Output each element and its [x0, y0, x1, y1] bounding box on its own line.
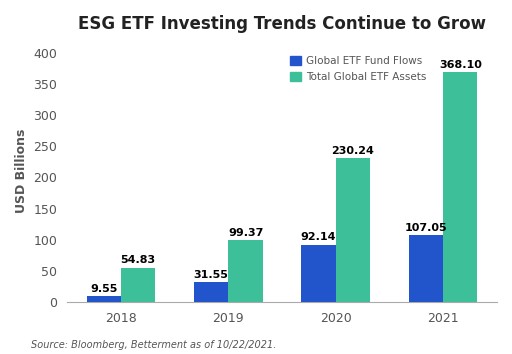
Text: 31.55: 31.55: [194, 270, 229, 280]
Text: 9.55: 9.55: [90, 284, 118, 294]
Text: Source: Bloomberg, Betterment as of 10/22/2021.: Source: Bloomberg, Betterment as of 10/2…: [31, 341, 276, 350]
Bar: [336, 159, 370, 302]
Text: 99.37: 99.37: [228, 228, 263, 238]
Bar: [302, 245, 336, 302]
Bar: [121, 268, 156, 302]
Text: 107.05: 107.05: [404, 223, 447, 233]
Legend: Global ETF Fund Flows, Total Global ETF Assets: Global ETF Fund Flows, Total Global ETF …: [287, 53, 430, 85]
Bar: [194, 282, 228, 302]
Text: 368.10: 368.10: [439, 60, 482, 70]
Text: 230.24: 230.24: [331, 146, 374, 156]
Bar: [228, 240, 263, 302]
Bar: [87, 296, 121, 302]
Text: 92.14: 92.14: [301, 232, 336, 242]
Bar: [409, 235, 443, 302]
Text: 54.83: 54.83: [121, 256, 156, 266]
Title: ESG ETF Investing Trends Continue to Grow: ESG ETF Investing Trends Continue to Gro…: [78, 15, 486, 33]
Y-axis label: USD Billions: USD Billions: [15, 129, 28, 213]
Bar: [443, 73, 478, 302]
